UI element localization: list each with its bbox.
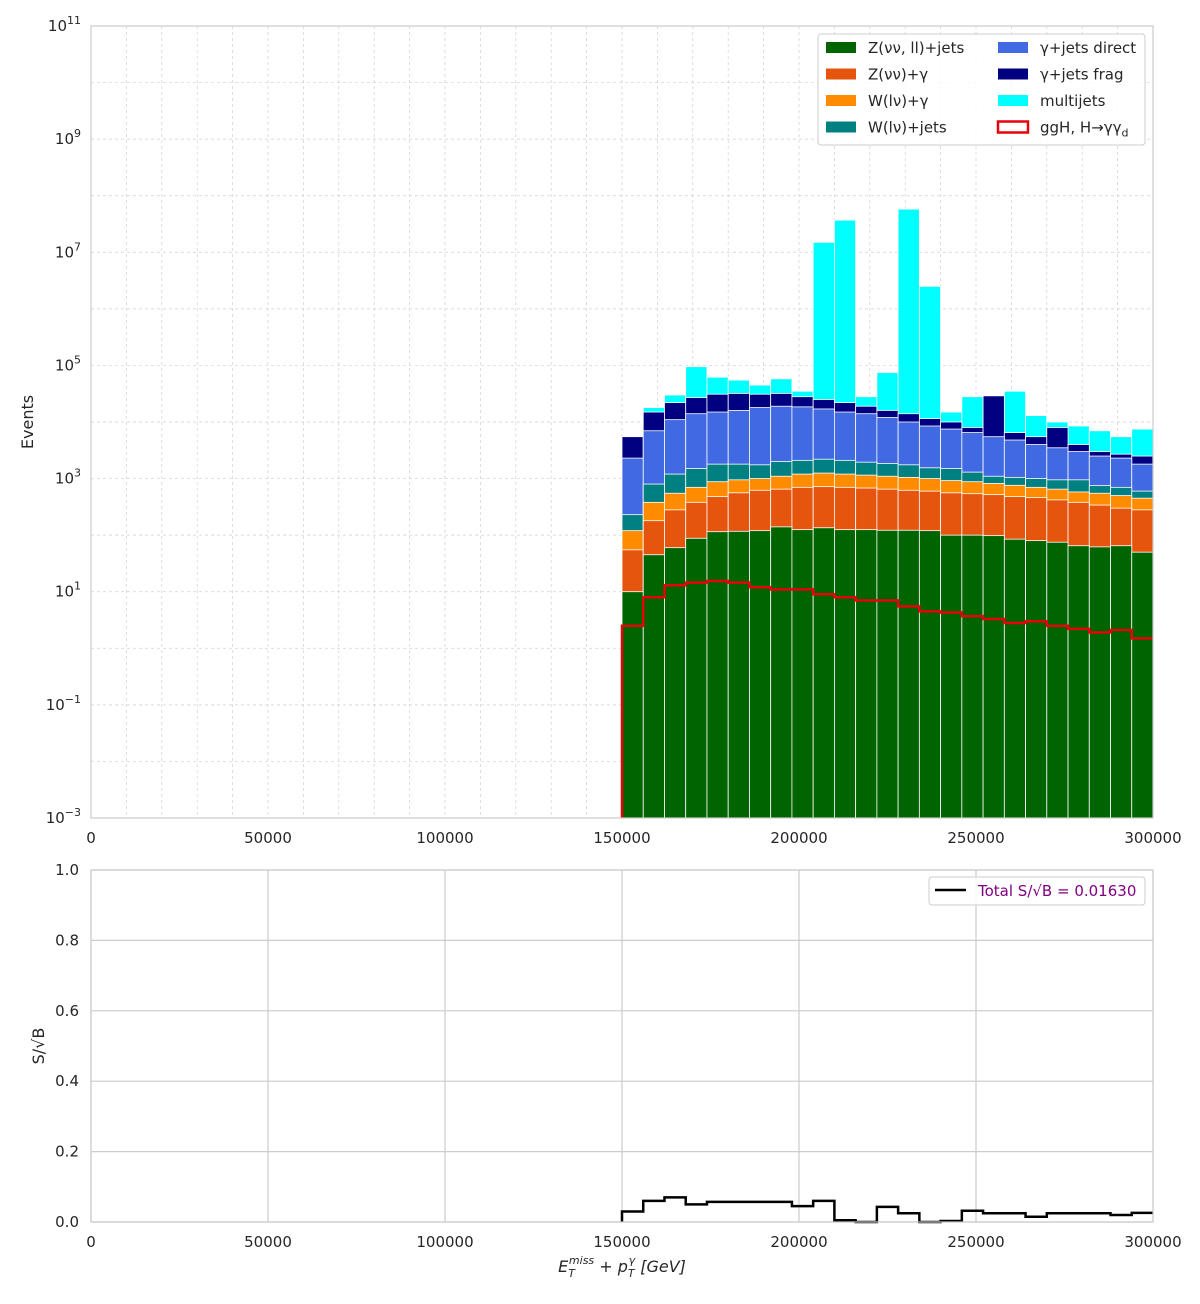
- bottom-x-tick-label: 0: [86, 1233, 96, 1251]
- bar-0-1: [642, 554, 665, 819]
- bar-0-5: [727, 530, 750, 819]
- bar-0-18: [1003, 538, 1026, 819]
- bottom-legend-box: [928, 876, 1146, 906]
- top-y-tick-label: 10−3: [46, 806, 81, 827]
- bottom-y-tick-label: 1.0: [55, 861, 79, 879]
- bar-0-7: [770, 526, 793, 819]
- legend-swatch: [826, 121, 856, 133]
- bar-0-6: [749, 530, 772, 819]
- top-y-tick-label: 107: [55, 240, 81, 261]
- top-y-tick-label: 103: [55, 467, 81, 488]
- ssb-step-line: [620, 1196, 1153, 1224]
- legend-swatch: [998, 42, 1028, 53]
- bottom-y-tick-label: 0.0: [55, 1213, 79, 1231]
- top-panel: 0 50000 100000 150000 200000 250000 300000 10−3…: [18, 14, 1182, 847]
- legend-label: γ+jets direct: [1040, 39, 1136, 57]
- bar-0-4: [706, 531, 729, 819]
- legend-label: Z(νν, ll)+jets: [868, 39, 964, 57]
- bar-0-8: [791, 529, 814, 819]
- bottom-x-tick-label: 250000: [947, 1233, 1004, 1251]
- signal-step-line: [620, 579, 1153, 818]
- bar-0-10: [834, 529, 857, 819]
- bottom-x-tick-label: 150000: [593, 1233, 650, 1251]
- bar-0-19: [1025, 540, 1048, 819]
- top-x-tick-label: 200000: [770, 829, 827, 847]
- top-y-tick-label: 10−1: [46, 693, 81, 714]
- legend-label: W(lν)+γ: [868, 92, 929, 110]
- top-y-tick-label: 1011: [48, 14, 81, 35]
- top-x-tick-label: 100000: [416, 829, 473, 847]
- bar-0-9: [812, 527, 835, 819]
- bottom-y-tick-label: 0.8: [55, 931, 79, 949]
- top-axes-frame: [90, 25, 1154, 819]
- bar-0-2: [664, 547, 687, 819]
- bottom-legend-label: Total S/√B = 0.01630: [977, 882, 1136, 900]
- top-y-tick-label: 109: [55, 127, 81, 148]
- top-y-tick-label: 101: [55, 580, 81, 601]
- top-x-tick-label: 50000: [244, 829, 292, 847]
- legend-label: ggH, H→γγd: [1040, 119, 1128, 140]
- bar-0-15: [940, 534, 963, 819]
- legend-swatch: [826, 42, 856, 53]
- legend-label: multijets: [1040, 92, 1106, 110]
- top-x-tick-label: 150000: [593, 829, 650, 847]
- legend-label: γ+jets frag: [1040, 66, 1123, 84]
- bar-0-22: [1088, 546, 1111, 819]
- bottom-x-axis-title: ETmiss + pTγ [GeV]: [558, 1254, 686, 1280]
- bar-0-17: [982, 535, 1005, 819]
- bottom-axes-frame: [90, 869, 1154, 1223]
- bar-0-21: [1067, 545, 1090, 819]
- bottom-x-tick-label: 200000: [770, 1233, 827, 1251]
- bar-0-23: [1110, 545, 1133, 819]
- bar-0-24: [1131, 551, 1154, 819]
- bottom-x-tick-label: 300000: [1124, 1233, 1181, 1251]
- bottom-y-tick-label: 0.2: [55, 1143, 79, 1161]
- top-y-axis-title: Events: [18, 395, 37, 449]
- top-x-tick-label: 300000: [1124, 829, 1181, 847]
- bottom-x-tick-label: 100000: [416, 1233, 473, 1251]
- top-x-tick-label: 250000: [947, 829, 1004, 847]
- bottom-y-axis-title: S/√B: [29, 1028, 48, 1065]
- legend-swatch: [998, 95, 1028, 106]
- legend-swatch: [826, 95, 856, 106]
- bar-0-14: [918, 530, 941, 819]
- top-legend-box: [817, 33, 1146, 146]
- bar-0-12: [876, 529, 899, 819]
- top-x-tick-label: 0: [86, 829, 96, 847]
- bottom-legend: Total S/√B = 0.01630: [928, 876, 1146, 906]
- bar-0-11: [855, 529, 878, 819]
- legend-label: W(lν)+jets: [868, 119, 947, 137]
- bar-0-13: [897, 529, 920, 819]
- bottom-y-tick-label: 0.4: [55, 1072, 79, 1090]
- legend-label: Z(νν)+γ: [868, 66, 928, 84]
- bottom-x-tick-label: 50000: [244, 1233, 292, 1251]
- bar-0-20: [1046, 541, 1069, 819]
- top-legend: Z(νν, ll)+jets Z(νν)+γ W(lν)+γ W(lν)+jets γ+…: [817, 33, 1146, 146]
- legend-swatch: [998, 68, 1028, 80]
- bottom-panel: 0 50000 100000 150000 200000 250000 300000 0.0 0…: [29, 861, 1182, 1280]
- legend-swatch: [826, 68, 856, 80]
- legend-swatch: [996, 120, 1030, 134]
- bottom-y-tick-label: 0.6: [55, 1002, 79, 1020]
- top-y-tick-label: 105: [55, 353, 81, 374]
- bar-0-16: [961, 534, 984, 819]
- bar-0-3: [685, 537, 708, 819]
